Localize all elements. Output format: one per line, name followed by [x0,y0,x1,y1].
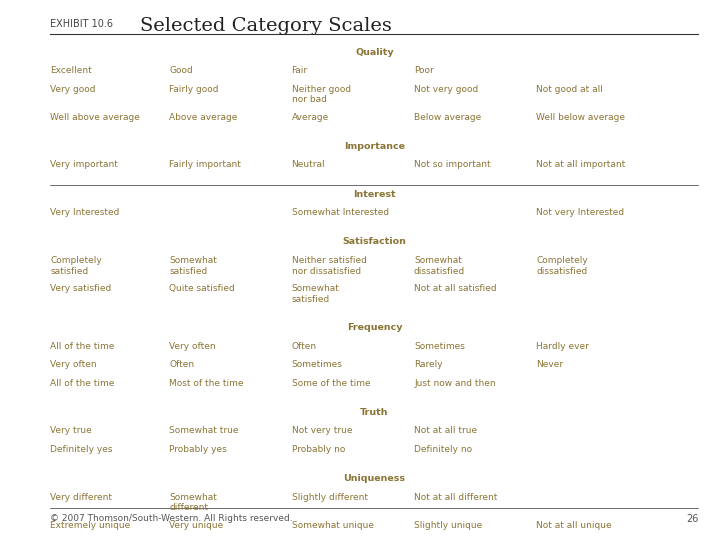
Text: Very unique: Very unique [169,521,223,530]
Text: Well above average: Well above average [50,113,140,122]
Text: Not at all true: Not at all true [414,427,477,435]
Text: Extremely unique: Extremely unique [50,521,130,530]
Text: Very often: Very often [169,342,216,351]
Text: Importance: Importance [344,142,405,151]
Text: Very different: Very different [50,492,112,502]
Text: Very important: Very important [50,160,118,170]
Text: Well below average: Well below average [536,113,626,122]
Text: Most of the time: Most of the time [169,379,243,388]
Text: Satisfaction: Satisfaction [343,238,406,246]
Text: Often: Often [169,360,194,369]
Text: Rarely: Rarely [414,360,443,369]
Text: Good: Good [169,66,193,75]
Text: Selected Category Scales: Selected Category Scales [140,17,392,35]
Text: Quite satisfied: Quite satisfied [169,284,235,293]
Text: Some of the time: Some of the time [292,379,370,388]
Text: Definitely no: Definitely no [414,445,472,454]
Text: Neither good
nor bad: Neither good nor bad [292,85,351,104]
Text: All of the time: All of the time [50,342,114,351]
Text: Below average: Below average [414,113,481,122]
Text: Completely
dissatisfied: Completely dissatisfied [536,256,588,276]
Text: Probably no: Probably no [292,445,345,454]
Text: Neither satisfied
nor dissatisfied: Neither satisfied nor dissatisfied [292,256,366,276]
Text: Truth: Truth [360,408,389,417]
Text: Poor: Poor [414,66,433,75]
Text: Somewhat
different: Somewhat different [169,492,217,512]
Text: Never: Never [536,360,564,369]
Text: Not very Interested: Not very Interested [536,208,624,217]
Text: Somewhat true: Somewhat true [169,427,239,435]
Text: Not good at all: Not good at all [536,85,603,93]
Text: Fairly important: Fairly important [169,160,241,170]
Text: Not at all unique: Not at all unique [536,521,612,530]
Text: Not at all different: Not at all different [414,492,498,502]
Text: Probably yes: Probably yes [169,445,227,454]
Text: Slightly unique: Slightly unique [414,521,482,530]
Text: Not very true: Not very true [292,427,352,435]
Text: Somewhat
satisfied: Somewhat satisfied [169,256,217,276]
Text: Not very good: Not very good [414,85,478,93]
Text: Fair: Fair [292,66,307,75]
Text: Very Interested: Very Interested [50,208,120,217]
Text: EXHIBIT 10.6: EXHIBIT 10.6 [50,19,114,29]
Text: Slightly different: Slightly different [292,492,368,502]
Text: Sometimes: Sometimes [414,342,465,351]
Text: Very true: Very true [50,427,92,435]
Text: Often: Often [292,342,317,351]
Text: Neutral: Neutral [292,160,325,170]
Text: Hardly ever: Hardly ever [536,342,589,351]
Text: Uniqueness: Uniqueness [343,474,405,483]
Text: Average: Average [292,113,329,122]
Text: 26: 26 [686,514,698,524]
Text: Just now and then: Just now and then [414,379,495,388]
Text: Not at all important: Not at all important [536,160,626,170]
Text: © 2007 Thomson/South-Western. All Rights reserved.: © 2007 Thomson/South-Western. All Rights… [50,514,293,523]
Text: Very satisfied: Very satisfied [50,284,112,293]
Text: Frequency: Frequency [346,323,402,332]
Text: Somewhat unique: Somewhat unique [292,521,374,530]
Text: Somewhat
satisfied: Somewhat satisfied [292,284,339,304]
Text: Above average: Above average [169,113,238,122]
Text: All of the time: All of the time [50,379,114,388]
Text: Not at all satisfied: Not at all satisfied [414,284,497,293]
Text: Somewhat Interested: Somewhat Interested [292,208,389,217]
Text: Definitely yes: Definitely yes [50,445,113,454]
Text: Very often: Very often [50,360,97,369]
Text: Quality: Quality [355,48,394,57]
Text: Interest: Interest [353,190,396,199]
Text: Somewhat
dissatisfied: Somewhat dissatisfied [414,256,465,276]
Text: Not so important: Not so important [414,160,490,170]
Text: Sometimes: Sometimes [292,360,343,369]
Text: Excellent: Excellent [50,66,92,75]
Text: Very good: Very good [50,85,96,93]
Text: Fairly good: Fairly good [169,85,219,93]
Text: Completely
satisfied: Completely satisfied [50,256,102,276]
